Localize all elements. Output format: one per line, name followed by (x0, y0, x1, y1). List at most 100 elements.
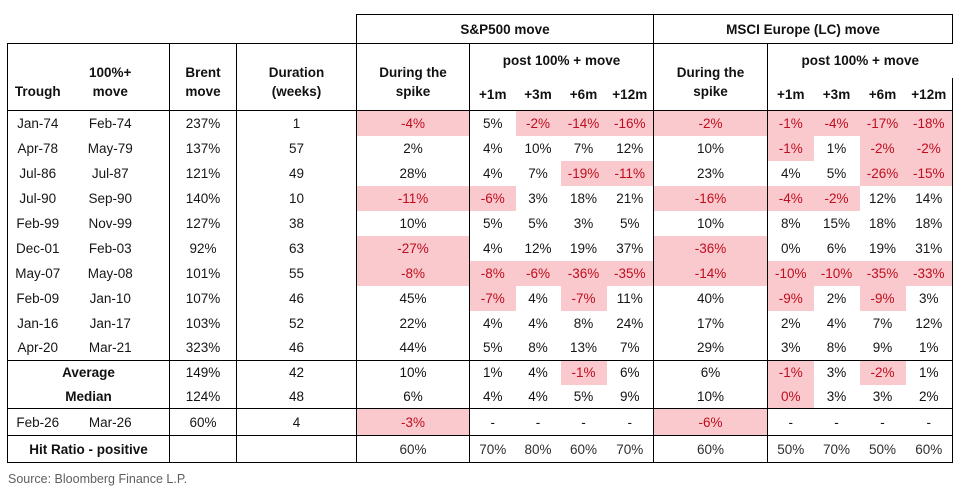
table-cell: 4% (469, 135, 516, 161)
header-sp500-plus-3m: +3m (524, 87, 552, 102)
table-cell: -2% (515, 110, 561, 136)
header-sp500-during-spike: During the spike (356, 43, 470, 111)
table-cell: -3% (356, 408, 470, 436)
table-cell: -4% (356, 110, 470, 136)
header-msci-plus-6m: +6m (868, 87, 897, 102)
table-cell: 70% (616, 441, 644, 457)
table-cell: 18% (868, 215, 897, 231)
table-cell: -16% (653, 185, 768, 211)
table-cell: - (767, 408, 814, 436)
table-cell: -4% (813, 110, 860, 136)
table-cell: 11% (616, 290, 643, 306)
table-cell: 46 (236, 285, 357, 311)
table-cell: 1% (905, 335, 953, 361)
table-cell: 5% (826, 165, 847, 181)
table-cell: -2% (905, 135, 953, 161)
table-row: Feb-26 Mar-26 60% 4 -3% - - - - -6% - - - - (7, 408, 953, 436)
table-cell: 9% (872, 340, 893, 356)
table-cell: 3% (826, 388, 847, 404)
table-cell: -36% (653, 235, 768, 261)
header-msci-plus-12m: +12m (905, 77, 953, 111)
table-cell: 37% (616, 240, 644, 256)
table-cell: 42 (236, 360, 357, 385)
table-cell: 6% (826, 240, 847, 256)
table-cell: 5% (619, 215, 640, 231)
table-cell: -36% (560, 260, 607, 286)
table-cell: 12% (616, 140, 644, 156)
table-cell: 3% (528, 190, 548, 206)
table-cell: 2% (356, 135, 470, 161)
table-cell: 4% (528, 388, 548, 404)
table-cell: 10% (653, 135, 768, 161)
group-header-sp500: S&P500 move (356, 14, 654, 44)
table-cell: 80% (524, 441, 552, 457)
table-cell: 140% (169, 185, 237, 211)
table-cell: 40% (653, 285, 768, 311)
table-cell: 124% (169, 384, 237, 409)
table-cell: May-07 (7, 260, 80, 286)
table-row: Apr-20 Mar-21 323% 46 44% 5% 8% 13% 7% 29% 3% 8% 9% 1… (7, 335, 953, 361)
header-msci-plus-3m: +3m (822, 87, 851, 102)
table-cell: Feb-09 (7, 285, 80, 311)
row-label: Average (7, 360, 170, 385)
table-cell: 4% (469, 235, 516, 261)
table-cell: 7% (528, 165, 548, 181)
table-cell: 60% (356, 435, 470, 463)
table-cell: 52 (236, 310, 357, 336)
table-cell: 50% (868, 441, 897, 457)
table-cell: 5% (469, 110, 516, 136)
table-cell: 6% (619, 365, 640, 381)
table-cell: -1% (560, 360, 607, 385)
table-cell: -14% (560, 110, 607, 136)
table-cell: Jul-90 (7, 185, 80, 211)
header-sp500-plus-12m: +12m (612, 87, 648, 102)
table-row: Average 149% 42 10% 1% 4% -1% 6% 6% -1% 3% -2% 1% (7, 360, 953, 385)
table-cell: -10% (813, 260, 860, 286)
header-msci-during-spike: During the spike (653, 43, 768, 111)
table-cell: 8% (528, 340, 548, 356)
table-cell: -17% (859, 110, 906, 136)
table-row: Jul-90 Sep-90 140% 10 -11% -6% 3% 18% 21% -16% -4%… (7, 185, 953, 211)
table-cell: 10% (356, 210, 470, 236)
table-cell: 60% (569, 441, 598, 457)
table-cell: -26% (859, 160, 906, 186)
table-cell: -8% (469, 260, 516, 286)
table-cell: -33% (905, 260, 953, 286)
table-cell: -9% (859, 285, 906, 311)
table-cell: 137% (169, 135, 237, 161)
table-cell: Sep-90 (88, 190, 133, 206)
table-cell: 2% (905, 384, 953, 409)
table-cell: -35% (606, 260, 654, 286)
table-cell: -6% (469, 185, 516, 211)
table-cell: Feb-03 (88, 240, 132, 256)
table-cell: 70% (822, 441, 851, 457)
table-cell: 55 (236, 260, 357, 286)
table-cell: 5% (528, 215, 548, 231)
table-row: Feb-99 Nov-99 127% 38 10% 5% 5% 3% 5% 10% 8% 15% 18%… (7, 210, 953, 236)
table-cell: 17% (653, 310, 768, 336)
table-row: Jan-74 Feb-74 237% 1 -4% 5% -2% -14% -16% -2% -1% -… (7, 110, 953, 136)
table-cell: Apr-78 (7, 135, 80, 161)
table-cell: 48 (236, 384, 357, 409)
table-cell: -27% (356, 235, 470, 261)
table-cell: 103% (169, 310, 237, 336)
table-cell: -10% (767, 260, 814, 286)
table-body-hit-ratio: Hit Ratio - positive 60% 70% 80% 60% 70% 60% 50… (7, 435, 953, 463)
header-msci-plus-1m: +1m (767, 77, 814, 111)
table-cell: 50% (767, 435, 814, 463)
table-cell: 7% (872, 315, 893, 331)
table-cell: 13% (569, 340, 598, 356)
table-cell: - (880, 414, 885, 430)
table-cell: 12% (868, 190, 897, 206)
table-cell: 323% (169, 335, 237, 361)
source-note: Source: Bloomberg Finance L.P. (8, 472, 188, 486)
table-cell: 8% (767, 210, 814, 236)
table-cell: 10% (653, 384, 768, 409)
header-trough: Trough (7, 43, 80, 111)
table-cell: Jul-87 (91, 165, 129, 181)
table-cell: 4% (469, 384, 516, 409)
table-cell: 44% (356, 335, 470, 361)
table-cell: 9% (619, 388, 640, 404)
table-cell: 2% (826, 290, 847, 306)
table-cell: 4% (528, 365, 548, 381)
